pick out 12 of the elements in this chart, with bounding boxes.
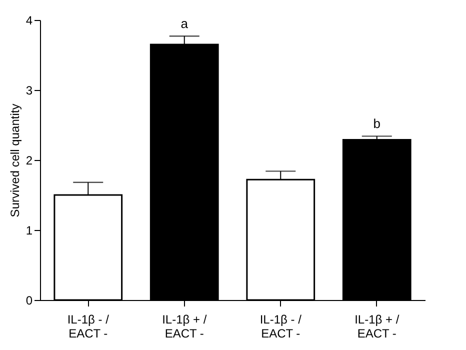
y-tick-label: 3	[26, 84, 33, 98]
annotation: b	[373, 116, 380, 132]
x-tick-label: IL-1β - / EACT -	[260, 312, 302, 340]
y-tick-label: 1	[26, 224, 33, 238]
y-tick-label: 0	[26, 294, 33, 308]
y-axis-title: Survived cell quantity	[8, 104, 22, 218]
x-tick-label: IL-1β + / EACT -	[162, 312, 208, 340]
y-tick-label: 2	[26, 154, 33, 168]
x-tick-label: IL-1β - / EACT -	[67, 312, 110, 340]
annotation: a	[180, 16, 189, 32]
x-tick-label: IL-1β + / EACT -	[354, 312, 400, 340]
y-tick-label: 4	[26, 14, 33, 28]
